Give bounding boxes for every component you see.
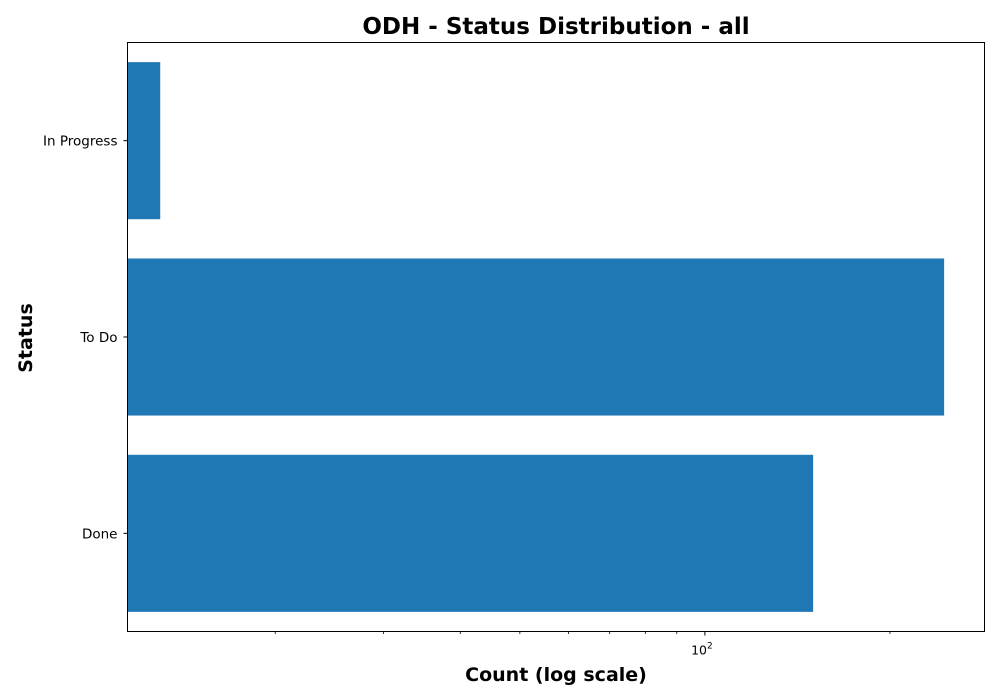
y-tick-label: In Progress bbox=[43, 134, 117, 150]
bar-done bbox=[127, 454, 814, 612]
x-axis-label: Count (log scale) bbox=[465, 664, 647, 686]
y-tick-label: Done bbox=[82, 526, 118, 542]
y-tick-label: To Do bbox=[79, 330, 117, 346]
plot-frame bbox=[127, 42, 985, 632]
chart-title: ODH - Status Distribution - all bbox=[362, 14, 749, 40]
x-tick-label: 102 bbox=[691, 642, 713, 658]
bar-in-progress bbox=[127, 62, 161, 220]
bars-group bbox=[127, 62, 945, 612]
bar-to-do bbox=[127, 258, 945, 416]
x-axis-ticks: 102 bbox=[274, 631, 891, 658]
y-axis-ticks: Done To Do In Progress bbox=[43, 134, 128, 542]
y-axis-label: Status bbox=[15, 303, 37, 373]
